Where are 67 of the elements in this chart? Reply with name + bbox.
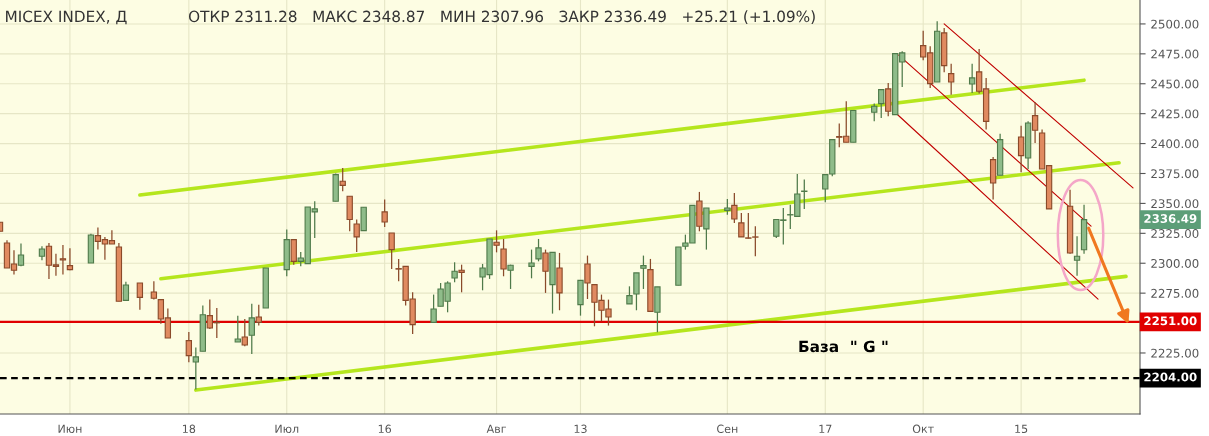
candlestick — [185, 331, 193, 363]
x-tick-label: 16 — [378, 424, 392, 434]
y-tick-label: 2325.00 — [1151, 229, 1199, 238]
candlestick — [947, 63, 955, 96]
y-tick-label: 2225.00 — [1151, 348, 1199, 358]
annotation: База " G " — [799, 340, 888, 353]
y-tick-label: 2275.00 — [1151, 288, 1199, 298]
candlestick — [192, 346, 200, 391]
x-tick-label: Авг — [486, 424, 507, 433]
candlestick — [493, 229, 500, 253]
candlestick — [968, 63, 976, 94]
candlestick — [640, 254, 647, 290]
candlestick — [122, 281, 130, 301]
candlestick — [801, 178, 808, 210]
x-tick-label: 18 — [182, 424, 196, 434]
candlestick — [500, 238, 507, 277]
y-tick-label: 2375.00 — [1151, 169, 1199, 179]
x-tick-label: Окт — [912, 424, 934, 434]
candlestick — [507, 264, 514, 290]
candlestick — [542, 248, 549, 294]
y-tick-label: 2350.00 — [1151, 199, 1199, 209]
candlestick — [290, 239, 297, 266]
y-tick-label: 2500.00 — [1151, 19, 1199, 29]
candlestick — [458, 264, 465, 293]
candlestick — [248, 303, 255, 355]
candlestick — [346, 195, 353, 232]
y-tick-label: 2300.00 — [1151, 258, 1199, 268]
candlestick — [885, 82, 892, 117]
x-tick-label: Сен — [717, 424, 738, 434]
x-tick-label: 17 — [819, 424, 832, 433]
candlestick — [136, 282, 144, 311]
candlestick — [150, 280, 158, 301]
candlestick — [703, 207, 710, 251]
candlestick — [1017, 125, 1025, 173]
x-tick-label: 13 — [574, 424, 587, 434]
candlestick — [234, 315, 241, 343]
candlestick — [255, 304, 262, 327]
x-tick-label: Июн — [58, 424, 82, 434]
candlestick — [633, 272, 640, 311]
candlestick — [878, 88, 885, 119]
x-tick-label: Июл — [275, 424, 299, 434]
x-tick-label: 15 — [1015, 424, 1028, 434]
y-tick-label: 2475.00 — [1151, 49, 1199, 59]
candlestick — [241, 318, 248, 347]
candlestick — [584, 254, 591, 300]
text: 2336.49 — [1144, 214, 1197, 223]
candlestick — [1073, 235, 1081, 277]
candlestick — [360, 206, 367, 232]
candlestick — [381, 198, 388, 228]
candlestick — [989, 156, 997, 201]
ref-line-label: 2204.00 — [1144, 372, 1197, 382]
candlestick — [731, 192, 738, 224]
text: MICEX INDEX, Д — [6, 10, 127, 25]
candlestick — [339, 167, 346, 192]
candlestick — [59, 244, 67, 276]
candlestick — [388, 232, 395, 270]
y-tick-label: 2450.00 — [1151, 79, 1199, 89]
candlestick — [1031, 101, 1039, 144]
text: ОТКР 2311.28 МАКС 2348.87 МИН 2307.96 ЗАКР 2336.49 +25.21 (+1.09%) — [188, 10, 815, 24]
candlestick — [353, 218, 360, 253]
y-tick-label: 2400.00 — [1151, 139, 1199, 149]
candlestick — [430, 293, 437, 323]
y-tick-label: 2425.00 — [1151, 109, 1199, 119]
ref-line-label: 2251.00 — [1144, 316, 1197, 326]
candlestick — [535, 238, 542, 262]
candlestick — [451, 261, 458, 283]
candlestick — [528, 248, 535, 279]
